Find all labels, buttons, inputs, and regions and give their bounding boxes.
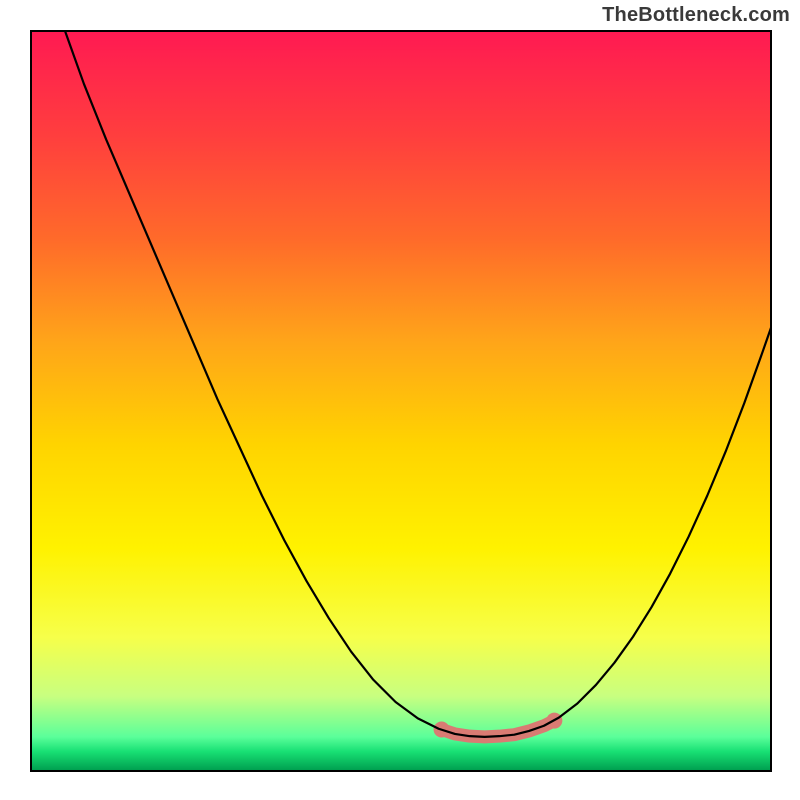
watermark-text: TheBottleneck.com: [602, 4, 790, 27]
curve-layer: [32, 32, 772, 772]
plot-area: [30, 30, 772, 772]
chart-container: TheBottleneck.com: [0, 0, 800, 800]
bottleneck-curve: [65, 32, 772, 737]
